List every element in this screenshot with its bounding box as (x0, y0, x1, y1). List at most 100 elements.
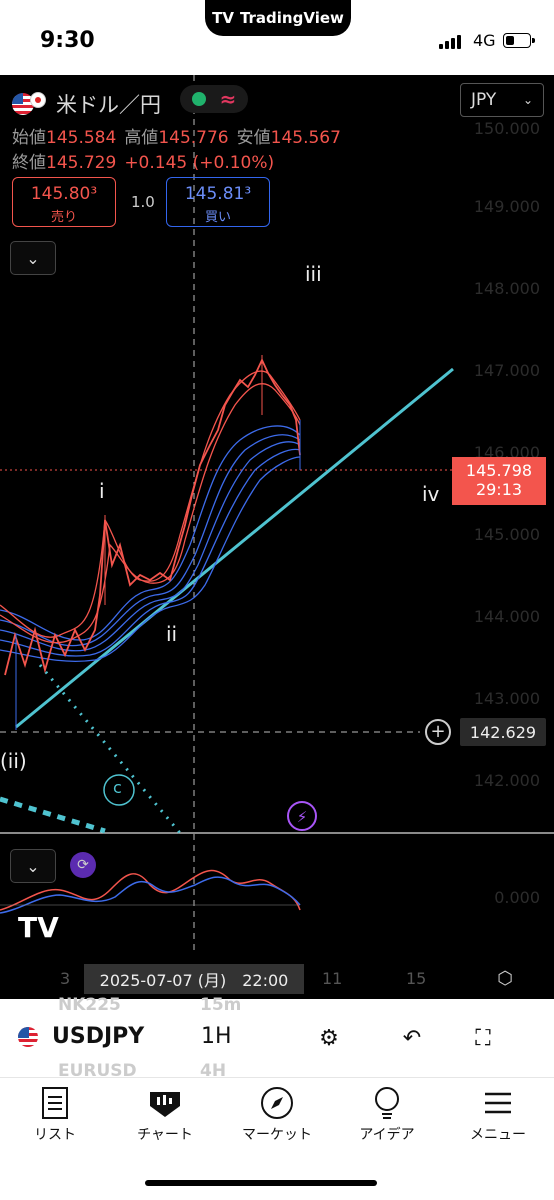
svg-text:⚡: ⚡ (297, 808, 308, 826)
time-axis-label: 3 (60, 969, 71, 988)
currency-selector[interactable]: JPY ⌄ (460, 83, 544, 117)
low-value: 145.567 (270, 128, 341, 148)
tradingview-logo-icon: 𝗧𝗩 (212, 9, 234, 27)
symbol-name: 米ドル／円 (56, 93, 161, 117)
wave-label-c: c (113, 778, 122, 797)
wave-label-i: i (99, 479, 105, 503)
plus-icon: + (430, 721, 446, 742)
current-price-tag: 145.798 29:13 (452, 457, 546, 505)
candles (15, 355, 301, 730)
symbol-header[interactable]: 米ドル／円 (12, 89, 161, 119)
approx-data-icon: ≈ (219, 87, 237, 111)
change-value: +0.145 (+0.10%) (124, 153, 275, 173)
price-axis-label: 149.000 (473, 197, 540, 216)
home-indicator (145, 1180, 377, 1186)
ohlc-row-2: 終値145.729 +0.145 (+0.10%) (12, 153, 275, 173)
price-axis-label: 148.000 (473, 279, 540, 298)
undo-icon[interactable]: ↶ (402, 1025, 422, 1051)
battery-icon (503, 33, 535, 48)
chevron-down-icon: ⌄ (26, 248, 40, 268)
jp-flag-icon (30, 92, 46, 108)
interval-button[interactable]: 1H (201, 1024, 232, 1049)
fullscreen-icon[interactable]: ⛶ (475, 1025, 491, 1051)
bg-watch-symbol: NK225 (58, 995, 121, 1015)
sell-button[interactable]: 145.80³ 売り (12, 177, 116, 227)
crosshair-date-tag: 2025-07-07 (月) 22:00 (84, 964, 304, 994)
bg-watch-interval: 15m (200, 995, 242, 1015)
lightning-icon (287, 801, 317, 831)
buy-label: 買い (204, 210, 231, 225)
toolbar-symbol: USDJPY (52, 1024, 145, 1049)
wave-label-ii: ii (166, 622, 178, 646)
dynamic-island: 𝗧𝗩 TradingView (205, 0, 351, 36)
us-flag-icon (18, 1026, 38, 1047)
status-time: 9:30 (40, 28, 95, 53)
list-icon (0, 1086, 110, 1120)
indicators-icon[interactable]: ⚙ (319, 1025, 339, 1051)
buy-button[interactable]: 145.81³ 買い (166, 177, 270, 227)
network-label: 4G (473, 31, 496, 50)
countdown: 29:13 (475, 480, 523, 499)
trendline (15, 367, 454, 729)
ma-ribbon-blue (0, 425, 301, 663)
collapse-legend-button[interactable]: ⌄ (10, 241, 56, 275)
collapse-indicator-button[interactable]: ⌄ (10, 849, 56, 883)
sell-label: 売り (50, 210, 77, 225)
dotted-line-2 (0, 796, 106, 834)
chevron-down-icon: ⌄ (522, 93, 533, 107)
wave-label-iv: iv (422, 482, 440, 506)
chart-icon (110, 1086, 220, 1120)
tradingview-watermark-icon: 𝗧𝗩 (18, 911, 59, 944)
time-axis-label: 11 (322, 969, 343, 988)
lightbulb-icon (332, 1086, 442, 1120)
signal-icon (439, 35, 461, 49)
bg-watch-interval: 4H (200, 1061, 227, 1081)
open-value: 145.584 (46, 128, 117, 148)
oscillator (0, 869, 301, 914)
nav-item-menu[interactable]: メニュー (443, 1086, 553, 1144)
status-bar: 9:30 𝗧𝗩 TradingView 4G (0, 0, 554, 75)
nav-item-ideas[interactable]: アイデア (332, 1086, 442, 1144)
sell-price: 145.80³ (30, 184, 98, 204)
crosshair-price-tag: 142.629 (460, 718, 546, 746)
bottom-navigation: リスト チャート マーケット アイデア メニュー (0, 1077, 554, 1200)
ohlc-row-1: 始値145.584 高値145.776 安値145.567 (12, 128, 341, 148)
app-badge: TradingView (239, 9, 344, 27)
time-axis-label: 15 (406, 969, 427, 988)
spread-value: 1.0 (131, 193, 155, 211)
wave-c-circle (103, 774, 135, 806)
chart-area[interactable]: ⚡ 米ドル／円 ≈ JPY ⌄ 始値145.584 高値145.776 安値145.… (0, 75, 554, 999)
symbol-search-button[interactable]: USDJPY (18, 1024, 144, 1049)
high-value: 145.776 (158, 128, 229, 148)
oscillator-zero-label: 0.000 (494, 888, 540, 907)
chart-settings-icon[interactable]: ⬡ (497, 967, 513, 989)
price-axis-label: 147.000 (473, 361, 540, 380)
symbol-toolbar: NK225 15m EURUSD 4H USDJPY 1H ⚙ ↶ ⛶ (0, 995, 554, 1081)
chart-canvas[interactable]: ⚡ (0, 75, 554, 999)
dotted-line-1 (38, 664, 182, 834)
us-flag-icon (12, 93, 34, 115)
refresh-icon[interactable]: ⟳ (70, 852, 96, 878)
market-status-pill[interactable]: ≈ (180, 85, 248, 113)
chevron-down-icon: ⌄ (26, 856, 40, 876)
market-open-icon (191, 92, 206, 106)
currency-value: JPY (471, 90, 497, 110)
nav-item-list[interactable]: リスト (0, 1086, 110, 1144)
wave-label-ii-paren: (ii) (0, 749, 27, 773)
price-axis-label: 144.000 (473, 607, 540, 626)
bg-watch-symbol: EURUSD (58, 1061, 137, 1081)
close-value: 145.729 (46, 153, 117, 173)
price-axis-label: 145.000 (473, 525, 540, 544)
nav-item-market[interactable]: マーケット (222, 1086, 332, 1144)
wave-label-iii: iii (305, 262, 322, 286)
compass-icon (222, 1086, 332, 1120)
current-price: 145.798 (465, 461, 533, 480)
price-axis-label: 142.000 (473, 771, 540, 790)
price-axis-label: 150.000 (473, 119, 540, 138)
buy-price: 145.81³ (184, 184, 252, 204)
price-axis-label: 143.000 (473, 689, 540, 708)
nav-item-chart[interactable]: チャート (110, 1086, 220, 1144)
add-alert-button[interactable]: + (425, 719, 451, 745)
ma-ribbon-red (0, 357, 301, 676)
hamburger-menu-icon (443, 1086, 553, 1120)
